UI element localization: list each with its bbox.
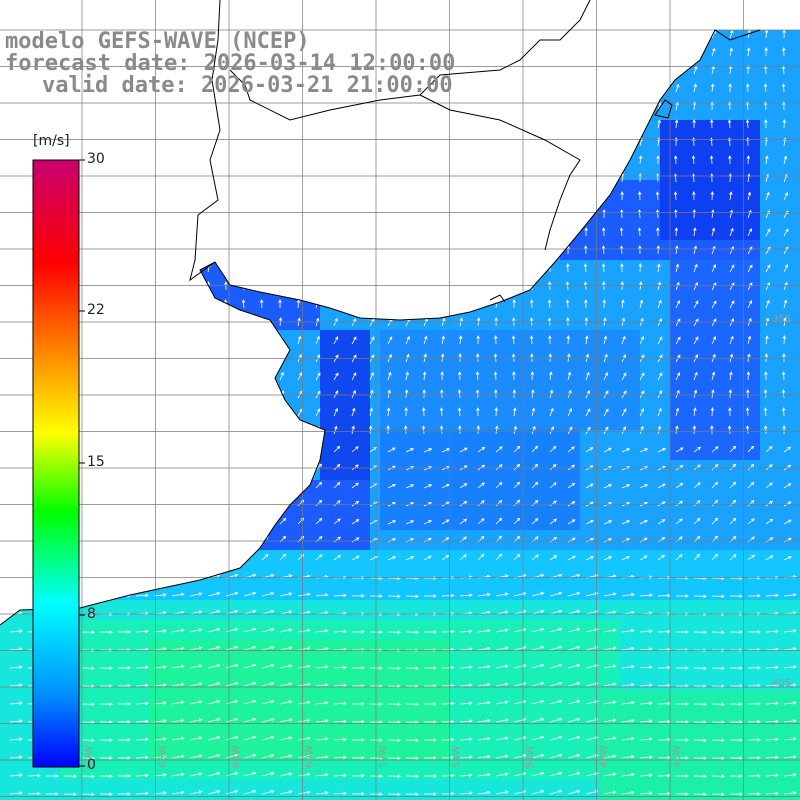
forecast-date: forecast date: 2026-03-14 12:00:00 xyxy=(5,51,456,76)
lon-label: 54W xyxy=(452,745,463,768)
valid-date: valid date: 2026-03-21 21:00:00 xyxy=(42,73,453,98)
lon-label: 66W xyxy=(158,745,169,768)
colorbar-ticks xyxy=(79,159,85,767)
lat-label: 40S xyxy=(772,678,791,689)
lon-label: 45W xyxy=(672,745,683,768)
grid-labels: 35S 40S 69W 66W 63W 60W 57W 54W 51W 48W 45W xyxy=(84,314,791,768)
lon-label: 63W xyxy=(231,745,242,768)
colorbar-unit: [m/s] xyxy=(33,133,70,149)
lon-label: 51W xyxy=(525,745,536,768)
colorbar-tick-label: 0 xyxy=(87,757,96,773)
colorbar xyxy=(32,159,80,768)
lon-label: 69W xyxy=(84,745,95,768)
colorbar-tick-label: 30 xyxy=(87,151,105,167)
coastline xyxy=(0,0,761,626)
lon-label: 48W xyxy=(599,745,610,768)
lon-label: 60W xyxy=(305,745,316,768)
colorbar-tick-label: 15 xyxy=(87,454,105,470)
lat-label: 35S xyxy=(772,314,791,325)
model-title: modelo GEFS-WAVE (NCEP) xyxy=(5,29,310,54)
colorbar-tick-label: 8 xyxy=(87,606,96,622)
lon-label: 57W xyxy=(378,745,389,768)
colorbar-tick-label: 22 xyxy=(87,302,105,318)
